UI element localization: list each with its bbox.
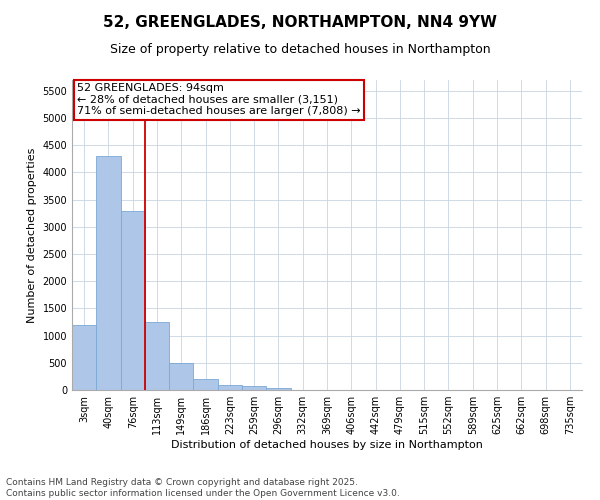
Bar	[72, 324, 96, 390]
Bar	[121, 210, 145, 390]
Bar	[266, 388, 290, 390]
Text: 52 GREENGLADES: 94sqm
← 28% of detached houses are smaller (3,151)
71% of semi-d: 52 GREENGLADES: 94sqm ← 28% of detached …	[77, 83, 361, 116]
Text: 52, GREENGLADES, NORTHAMPTON, NN4 9YW: 52, GREENGLADES, NORTHAMPTON, NN4 9YW	[103, 15, 497, 30]
Bar	[145, 322, 169, 390]
Bar	[218, 384, 242, 390]
Y-axis label: Number of detached properties: Number of detached properties	[27, 148, 37, 322]
X-axis label: Distribution of detached houses by size in Northampton: Distribution of detached houses by size …	[171, 440, 483, 450]
Text: Contains HM Land Registry data © Crown copyright and database right 2025.
Contai: Contains HM Land Registry data © Crown c…	[6, 478, 400, 498]
Bar	[96, 156, 121, 390]
Bar	[169, 363, 193, 390]
Bar	[193, 379, 218, 390]
Text: Size of property relative to detached houses in Northampton: Size of property relative to detached ho…	[110, 42, 490, 56]
Bar	[242, 386, 266, 390]
